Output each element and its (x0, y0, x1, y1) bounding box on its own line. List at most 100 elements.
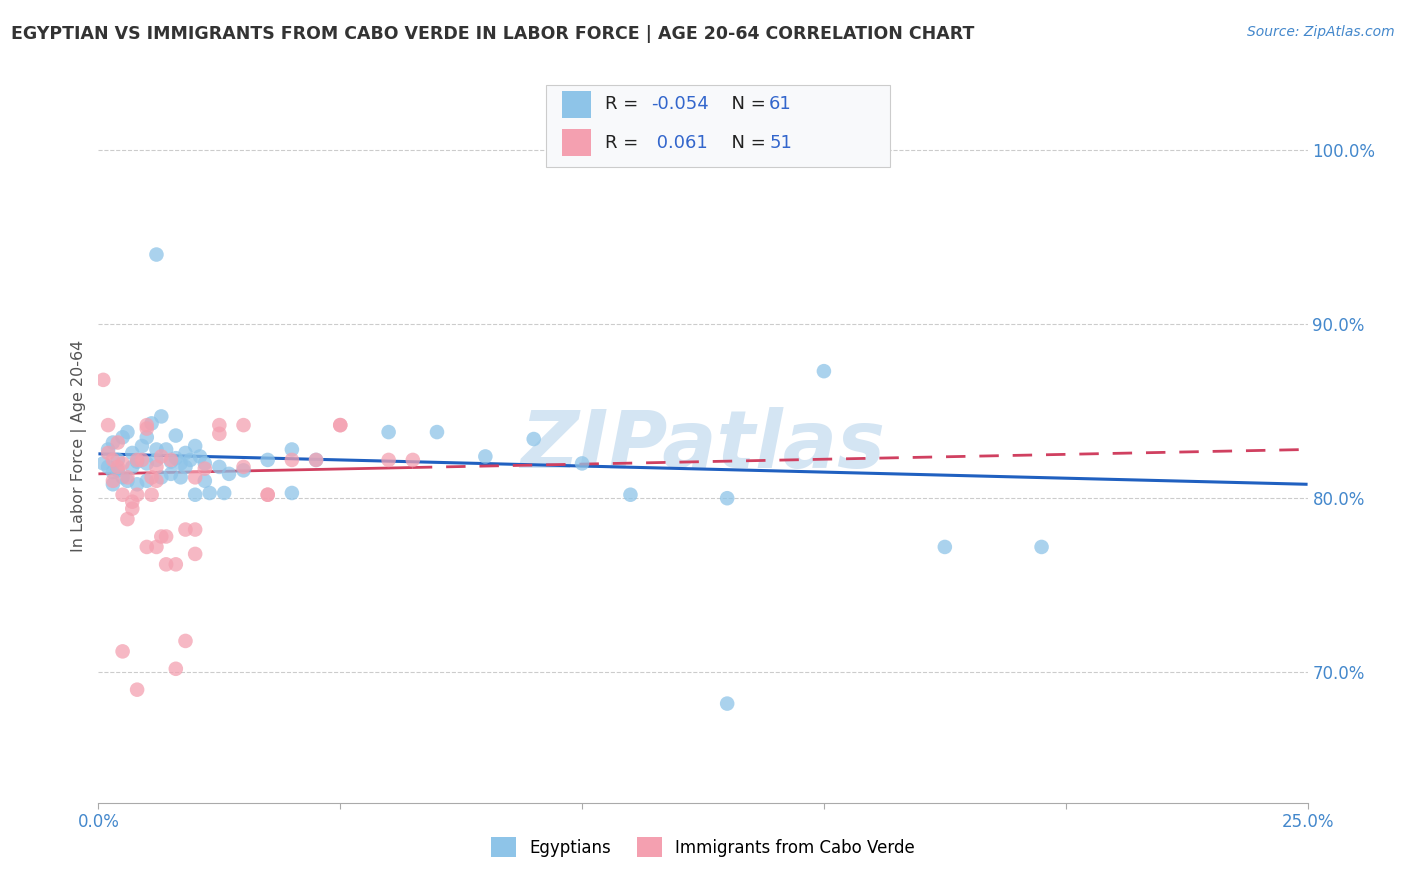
Point (141, 470, 163, 484)
Point (127, 682, 149, 697)
Point (127, 477, 149, 491)
Point (145, 442, 167, 457)
Point (111, 457, 134, 471)
Point (135, 421, 157, 435)
Text: N =: N = (720, 134, 772, 152)
Point (121, 446, 143, 460)
Point (131, 439, 153, 453)
Point (169, 470, 191, 484)
Point (91, 373, 114, 387)
Point (256, 453, 278, 467)
Point (208, 426, 231, 441)
Point (232, 463, 254, 477)
Point (121, 494, 143, 508)
Point (107, 435, 129, 450)
Point (212, 486, 235, 500)
Point (107, 453, 129, 467)
Point (145, 459, 167, 474)
Point (117, 512, 139, 526)
Point (194, 461, 217, 475)
Point (165, 428, 187, 442)
Point (155, 529, 177, 543)
Point (117, 470, 139, 484)
Point (571, 457, 593, 471)
Text: ZIPatlas: ZIPatlas (520, 407, 886, 485)
Point (160, 453, 183, 467)
Point (218, 467, 240, 481)
Point (174, 523, 197, 537)
Point (165, 451, 187, 466)
Point (619, 488, 641, 502)
Point (716, 697, 738, 711)
Point (377, 453, 399, 467)
Point (135, 540, 157, 554)
Point (208, 459, 231, 474)
Point (127, 453, 149, 467)
Point (135, 457, 157, 471)
Point (474, 450, 496, 464)
Point (97, 418, 120, 433)
Point (145, 474, 167, 488)
Text: 61: 61 (769, 95, 792, 113)
Point (305, 453, 328, 467)
Y-axis label: In Labor Force | Age 20-64: In Labor Force | Age 20-64 (72, 340, 87, 552)
Point (281, 486, 304, 500)
Point (101, 465, 124, 479)
Point (135, 474, 157, 488)
Point (179, 453, 201, 467)
Point (194, 457, 217, 471)
Point (111, 470, 134, 484)
Point (184, 470, 207, 484)
Point (107, 463, 129, 477)
Text: N =: N = (720, 95, 772, 113)
Point (716, 491, 738, 506)
Point (188, 450, 211, 464)
Point (184, 547, 207, 561)
Point (813, 364, 835, 378)
Text: -0.054: -0.054 (651, 95, 709, 113)
Point (141, 417, 163, 431)
Point (141, 488, 163, 502)
Point (232, 459, 254, 474)
Text: EGYPTIAN VS IMMIGRANTS FROM CABO VERDE IN LABOR FORCE | AGE 20-64 CORRELATION CH: EGYPTIAN VS IMMIGRANTS FROM CABO VERDE I… (11, 25, 974, 43)
Point (150, 470, 173, 484)
Point (165, 662, 187, 676)
Point (117, 474, 139, 488)
Point (111, 430, 134, 444)
Point (111, 644, 134, 658)
Point (121, 459, 143, 474)
Point (184, 488, 207, 502)
Point (256, 488, 278, 502)
Point (426, 425, 449, 439)
Point (127, 455, 149, 469)
Point (127, 488, 149, 502)
Point (174, 634, 197, 648)
Point (232, 418, 254, 433)
Text: 51: 51 (769, 134, 792, 152)
Point (165, 558, 187, 572)
Point (174, 459, 197, 474)
Text: R =: R = (605, 95, 644, 113)
Point (111, 488, 134, 502)
Point (97, 446, 120, 460)
Point (281, 453, 304, 467)
Point (160, 455, 183, 469)
Point (402, 453, 425, 467)
Point (145, 453, 167, 467)
Text: 0.061: 0.061 (651, 134, 707, 152)
Point (117, 425, 139, 439)
Point (184, 439, 207, 453)
Text: Source: ZipAtlas.com: Source: ZipAtlas.com (1247, 25, 1395, 39)
Point (121, 501, 143, 516)
Point (150, 450, 173, 464)
Point (305, 453, 328, 467)
Point (169, 457, 191, 471)
Point (174, 446, 197, 460)
Point (135, 430, 157, 444)
Point (208, 418, 231, 433)
Point (198, 486, 221, 500)
Point (150, 409, 173, 424)
Point (184, 523, 207, 537)
Point (155, 442, 177, 457)
Point (256, 488, 278, 502)
